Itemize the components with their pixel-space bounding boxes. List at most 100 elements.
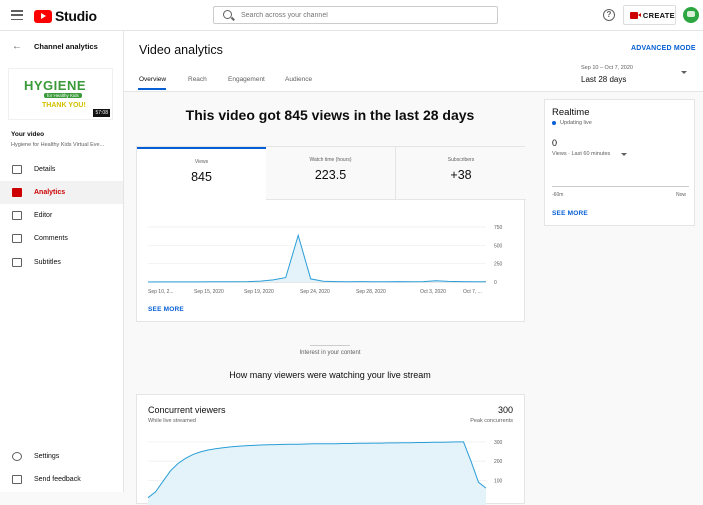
video-title: Hygiene for Healthy Kids Virtual Eve... [11,142,105,148]
gear-icon [12,452,22,461]
tab-reach[interactable]: Reach [188,76,207,83]
realtime-status: Updating live [560,119,592,126]
search-icon [223,10,232,19]
date-range-dates[interactable]: Sep 10 – Oct 7, 2020 [581,65,633,71]
live-heading: How many viewers were watching your live… [229,370,431,380]
y-tick-label: 300 [494,440,503,446]
advanced-mode-button[interactable]: ADVANCED MODE [631,45,696,52]
overview-card: Views 845 Watch time (hours) 223.5 Subsc… [136,146,526,322]
views-chart: 750 500 250 0 Sep 10, 2... Sep 15, 2020 Sep 19… [147,225,503,295]
realtime-views-label[interactable]: Views · Last 60 minutes [552,151,611,157]
realtime-value: 0 [552,138,558,148]
sidebar-item-analytics[interactable]: Analytics [0,181,123,204]
create-label: CREATE [642,10,675,20]
analytics-icon [12,188,22,197]
tab-overview[interactable]: Overview [139,76,167,83]
main-content: Video analytics ADVANCED MODE Overview R… [124,31,703,505]
interest-label: Interest in your content [299,350,361,356]
metric-label: Watch time (hours) [309,157,352,163]
metric-subscribers[interactable]: Subscribers +38 [396,147,526,200]
search-input[interactable] [241,9,481,22]
y-tick-label: 750 [494,225,503,231]
concurrent-subtitle: While live streamed [148,418,196,424]
search-box[interactable] [213,6,498,24]
video-thumbnail[interactable]: HYGIENE for Healthy Kids THANK YOU! 57:0… [8,68,113,120]
editor-icon [12,211,22,220]
sidebar-title: Channel analytics [34,42,98,51]
metric-value: 223.5 [314,168,347,182]
metric-views[interactable]: Views 845 [137,147,267,200]
y-tick-label: 100 [494,478,503,484]
video-duration: 57:08 [93,109,110,117]
overview-headline: This video got 845 views in the last 28 … [185,107,475,123]
concurrent-area [148,441,486,505]
chevron-down-icon[interactable] [621,153,627,156]
sidebar-item-editor[interactable]: Editor [0,204,123,227]
sidebar-item-label: Details [34,166,56,173]
metric-value: +38 [450,168,472,182]
sidebar-item-subtitles[interactable]: Subtitles [0,251,123,274]
page-title: Video analytics [139,43,223,57]
sidebar-item-settings[interactable]: Settings [0,445,123,468]
details-icon [12,165,22,174]
sidebar-item-details[interactable]: Details [0,158,123,181]
y-tick-label: 0 [494,280,497,286]
your-video-label: Your video [11,131,45,138]
concurrent-viewers-chart: 300 200 100 [147,440,503,505]
sidebar-item-label: Editor [34,212,53,219]
y-tick-label: 250 [494,262,503,268]
peak-concurrents-label: Peak concurrents [470,418,513,424]
x-tick-label: Sep 10, 2... [148,289,174,295]
menu-icon[interactable] [11,10,23,21]
sidebar-item-label: Subtitles [34,259,61,266]
tab-audience[interactable]: Audience [285,76,313,83]
metric-watch-time[interactable]: Watch time (hours) 223.5 [266,147,396,200]
sidebar-item-send-feedback[interactable]: Send feedback [0,468,123,491]
page-header: Video analytics ADVANCED MODE Overview R… [124,31,703,92]
comments-icon [12,234,22,243]
x-tick-label: Oct 3, 2020 [420,289,446,295]
studio-logo[interactable]: Studio [34,8,97,24]
realtime-axis-end: Now [676,192,687,198]
realtime-see-more-button[interactable]: SEE MORE [552,210,588,217]
views-area [148,235,486,282]
feedback-icon [12,475,22,484]
metric-label: Subscribers [447,157,475,163]
realtime-axis [552,186,689,187]
realtime-title: Realtime [552,107,590,118]
subtitles-icon [12,258,22,267]
sidebar-item-label: Comments [34,235,68,242]
sidebar-item-label: Analytics [34,189,66,196]
x-tick-label: Sep 19, 2020 [244,289,274,295]
live-dot-icon [552,121,556,125]
realtime-card: Realtime Updating live 0 Views · Last 60… [544,99,695,226]
date-range-selector[interactable]: Last 28 days [581,75,627,84]
create-button[interactable]: CREATE [623,5,676,25]
sidebar-item-label: Send feedback [34,476,81,483]
youtube-play-icon [34,9,52,23]
y-tick-label: 200 [494,459,503,465]
thumbnail-caption: THANK YOU! [42,102,86,109]
peak-concurrents-value: 300 [497,405,513,415]
top-bar: Studio ? CREATE [0,0,703,31]
sidebar-item-comments[interactable]: Comments [0,227,123,250]
back-arrow-icon[interactable]: ← [12,41,22,52]
x-tick-label: Oct 7, ... [463,289,482,295]
concurrent-viewers-card: Concurrent viewers While live streamed 3… [136,394,525,505]
logo-text: Studio [55,8,97,24]
views-line [147,233,487,283]
x-tick-label: Sep 28, 2020 [356,289,386,295]
chevron-down-icon[interactable] [681,71,687,74]
metric-value: 845 [191,170,212,184]
help-icon[interactable]: ? [603,9,615,21]
tab-engagement[interactable]: Engagement [228,76,265,83]
realtime-axis-start: -60m [552,192,564,198]
divider [310,345,350,346]
active-tab-indicator [138,88,166,90]
account-avatar[interactable] [683,7,699,23]
sidebar-item-label: Settings [34,453,60,460]
x-tick-label: Sep 24, 2020 [300,289,330,295]
thumbnail-logo-sub: for Healthy Kids [44,93,82,98]
see-more-button[interactable]: SEE MORE [148,306,184,313]
sidebar: ← Channel analytics HYGIENE for Healthy … [0,31,124,492]
